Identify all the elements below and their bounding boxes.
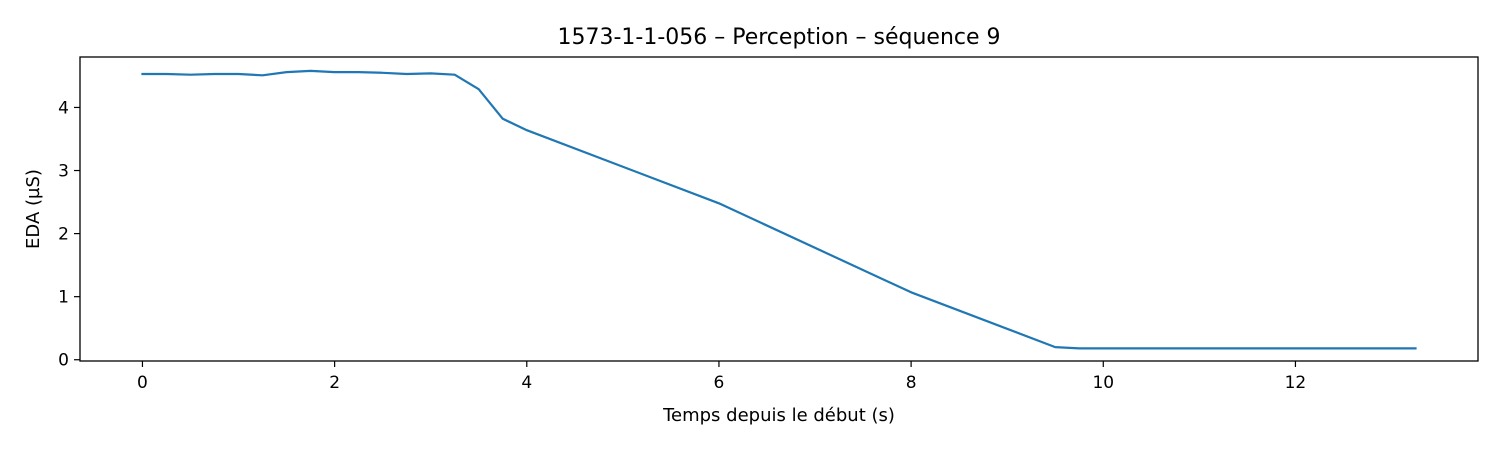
x-tick-label: 10 [1092,373,1114,393]
y-tick-label: 3 [58,162,69,182]
x-tick-label: 12 [1285,373,1307,393]
x-tick-label: 8 [906,373,917,393]
series-layer [141,69,1417,350]
y-tick-label: 0 [58,351,69,371]
x-tick-label: 4 [521,373,532,393]
y-tick-label: 2 [58,225,69,245]
x-tick-label: 6 [714,373,725,393]
x-tick-label: 2 [329,373,340,393]
x-tick-label: 0 [137,373,148,393]
plot-frame [79,56,1479,362]
x-axis-ticks: 0 2 4 6 8 10 12 [137,361,1306,393]
y-tick-label: 4 [58,98,69,118]
eda-series-line [141,69,1417,350]
y-axis-label: EDA (µS) [23,169,44,249]
y-axis-ticks: 0 1 2 3 4 [58,98,80,371]
x-axis-label: Temps depuis le début (s) [662,405,895,426]
y-tick-label: 1 [58,288,69,308]
chart-title: 1573-1-1-056 – Perception – séquence 9 [557,25,1000,50]
